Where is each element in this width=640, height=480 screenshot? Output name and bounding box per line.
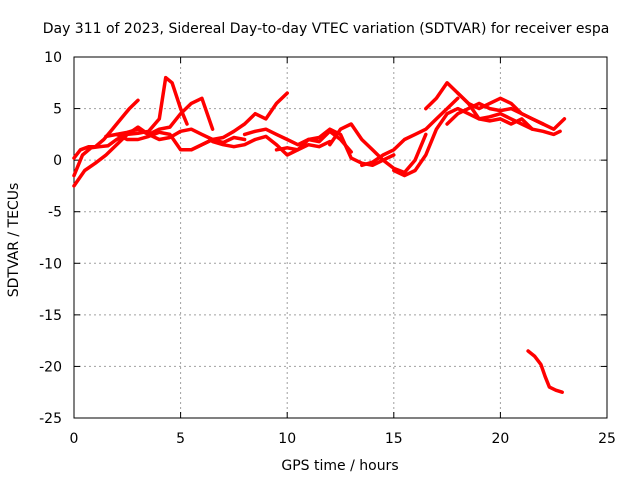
y-tick-label: 0: [53, 153, 62, 169]
series-line-arc-11: [360, 96, 460, 168]
series-line-arc-3: [72, 98, 140, 160]
series-line-arc-5: [114, 130, 247, 152]
series-line-arc-6: [189, 91, 289, 152]
series-line-arc-7: [210, 134, 332, 157]
y-axis-title: SDTVAR / TECUs: [6, 183, 22, 298]
y-tick-label: -5: [48, 205, 62, 221]
series-line-arc-16: [526, 349, 564, 394]
grid-layer: [74, 57, 607, 418]
x-tick-label: 0: [70, 431, 79, 447]
x-tick-label: 15: [385, 431, 403, 447]
y-tick-label: -10: [39, 256, 62, 272]
series-line-arc-4: [104, 96, 215, 139]
series-line-arc-9: [274, 127, 396, 168]
x-tick-label: 10: [278, 431, 296, 447]
y-tick-label: -15: [39, 308, 62, 324]
y-tick-label: 5: [53, 102, 62, 118]
series-layer: [72, 75, 567, 394]
x-tick-label: 5: [176, 431, 185, 447]
y-tick-label: -25: [39, 411, 62, 427]
ticks-layer: 0 5 10 15 20 25 -25 -20 -15 -10 -5 0 5 10: [39, 50, 616, 447]
series-line-arc-12: [392, 106, 535, 178]
series-line-arc-8: [242, 127, 353, 154]
x-tick-label: 20: [491, 431, 509, 447]
series-line-arc-15: [456, 91, 562, 137]
series-line-arc-14: [445, 101, 567, 131]
y-tick-label: -20: [39, 359, 62, 375]
chart-title: Day 311 of 2023, Sidereal Day-to-day VTE…: [43, 21, 610, 37]
y-tick-label: 10: [44, 50, 62, 66]
series-line-arc-1: [72, 75, 189, 188]
series-line-arc-10: [328, 122, 428, 175]
x-tick-label: 25: [598, 431, 616, 447]
x-axis-title: GPS time / hours: [281, 458, 398, 474]
plot-frame: [73, 56, 608, 419]
